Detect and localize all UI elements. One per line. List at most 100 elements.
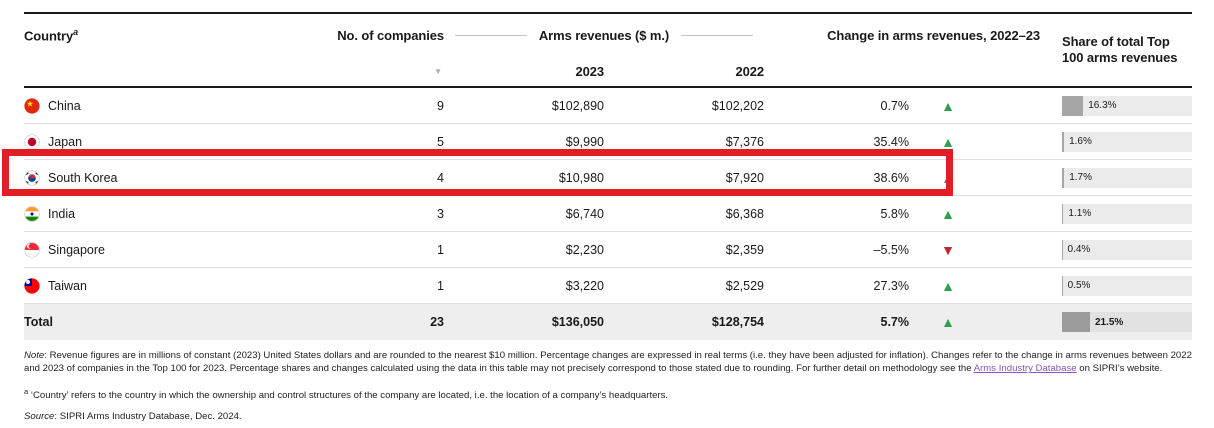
share-bar [1062,95,1084,116]
table-body: China 9 $102,890 $102,202 0.7% ▲ 16.3% Japan 5 $9… [24,88,1192,340]
column-header-change: Change in arms revenues, 2022–23 [827,27,1040,43]
table-row: Japan 5 $9,990 $7,376 35.4% ▲ 1.6% [24,123,1192,159]
share-cell: 1.6% [1062,131,1192,152]
revenue-2023-value: $10,980 [558,170,604,185]
share-bar [1062,239,1063,260]
share-bar-track: 1.7% [1062,167,1192,188]
column-header-2022: 2022 [735,63,764,79]
companies-value: 3 [437,206,444,221]
country-cell: Singapore [24,241,304,258]
share-bar [1062,203,1064,224]
column-header-2023: 2023 [575,63,604,79]
country-name: India [48,206,76,221]
revenue-2022-value: $102,202 [711,98,764,113]
source-link[interactable]: SIPRI Arms Industry Database [59,410,190,422]
companies-value: 1 [437,278,444,293]
country-cell: Total [24,315,304,329]
change-direction-cell: ▲ [909,171,957,185]
total-label: Total [24,315,53,329]
share-value: 1.6% [1069,136,1092,147]
country-name: Taiwan [48,278,87,293]
change-direction-cell: ▼ [909,243,957,257]
india-flag-icon [24,205,40,222]
table-header: Countrya No. of companies Arms revenues … [24,12,1192,88]
table-row: China 9 $102,890 $102,202 0.7% ▲ 16.3% [24,88,1192,123]
revenue-2023-value: $6,740 [565,206,604,221]
share-bar-track: 16.3% [1062,95,1192,116]
companies-value: 23 [430,315,444,329]
decrease-arrow-icon: ▼ [941,241,955,258]
footnote-marker: a [24,386,29,396]
country-footnote-marker: a [73,26,79,37]
companies-value: 5 [437,134,444,149]
country-cell: India [24,205,304,222]
footnote-text: ‘Country’ refers to the country in which… [28,390,669,402]
column-header-arms-revenues: Arms revenues ($ m.) [444,28,764,43]
country-cell: Taiwan [24,277,304,294]
china-flag-icon [24,97,40,114]
share-cell: 0.5% [1062,275,1192,296]
companies-value: 4 [437,170,444,185]
change-value: 5.8% [880,206,910,221]
header-dash-right [681,34,754,36]
change-value: 35.4% [873,134,909,149]
increase-arrow-icon: ▲ [941,133,955,150]
table-row: Taiwan 1 $3,220 $2,529 27.3% ▲ 0.5% [24,267,1192,303]
arms-industry-database-link[interactable]: Arms Industry Database [973,363,1077,375]
note-text-2: on SIPRI’s website. [1076,363,1163,375]
increase-arrow-icon: ▲ [941,277,955,294]
source-suffix: , Dec. 2024. [189,410,242,422]
revenue-2023-value: $3,220 [565,278,604,293]
share-value: 0.4% [1067,244,1091,255]
change-direction-cell: ▲ [909,99,957,113]
sort-descending-icon[interactable]: ▼ [434,66,442,76]
share-cell: 1.1% [1062,203,1192,224]
table-row-total: Total 23 $136,050 $128,754 5.7% ▲ 21.5% [24,303,1192,340]
revenue-2023-value: $102,890 [551,98,604,113]
column-header-country: Countrya [24,26,79,44]
country-cell: China [24,97,304,114]
change-direction-cell: ▲ [909,279,957,293]
singapore-flag-icon [24,241,40,258]
revenue-2023-value: $9,990 [565,134,604,149]
note-paragraph: Note: Revenue figures are in millions of… [24,349,1192,376]
share-cell: 21.5% [1062,312,1192,332]
share-cell: 1.7% [1062,167,1192,188]
share-bar-track: 1.1% [1062,203,1192,224]
share-bar-track: 0.4% [1062,239,1192,260]
revenue-2022-value: $7,920 [725,170,764,185]
revenue-2022-value: $128,754 [711,315,764,329]
change-direction-cell: ▲ [909,135,957,149]
revenue-2023-value: $136,050 [551,315,604,329]
increase-arrow-icon: ▲ [941,314,955,330]
increase-arrow-icon: ▲ [941,169,955,186]
revenue-2022-value: $2,359 [725,242,764,257]
country-name: South Korea [48,170,118,185]
change-direction-cell: ▲ [909,315,957,329]
share-value: 21.5% [1094,316,1124,328]
south-korea-flag-icon [24,169,40,186]
share-bar [1062,275,1063,296]
country-name: Japan [48,134,83,149]
revenue-2023-value: $2,230 [565,242,604,257]
japan-flag-icon [24,133,40,150]
revenue-2022-value: $7,376 [725,134,764,149]
table-row: India 3 $6,740 $6,368 5.8% ▲ 1.1% [24,195,1192,231]
note-text-1: : Revenue figures are in millions of con… [24,350,1192,375]
table-row: Singapore 1 $2,230 $2,359 –5.5% ▼ 0.4% [24,231,1192,267]
country-name: China [48,98,81,113]
column-header-share: Share of total Top 100 arms revenues [1062,34,1178,65]
share-cell: 0.4% [1062,239,1192,260]
header-dash-left [454,34,527,36]
change-direction-cell: ▲ [909,207,957,221]
share-bar-track: 0.5% [1062,275,1192,296]
share-value: 0.5% [1067,280,1091,291]
footnote-a: a ‘Country’ refers to the country in whi… [24,387,1192,401]
increase-arrow-icon: ▲ [941,97,955,114]
share-bar-track: 1.6% [1062,131,1192,152]
change-value: 0.7% [880,98,910,113]
share-bar [1062,131,1065,152]
source-label: Source [24,410,55,422]
share-bar [1062,312,1090,332]
